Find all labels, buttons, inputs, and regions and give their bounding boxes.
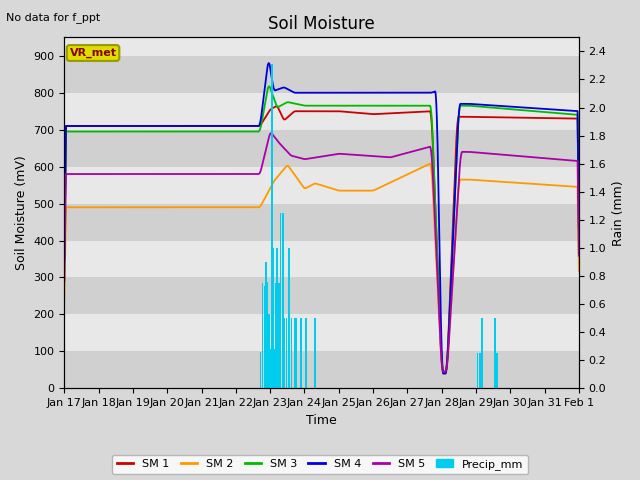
Bar — [65, 204, 579, 240]
Bar — [271, 64, 273, 388]
Bar — [314, 318, 316, 388]
Bar — [278, 283, 280, 388]
Bar — [275, 283, 276, 388]
Bar — [260, 352, 261, 388]
Bar — [481, 318, 483, 388]
Bar — [65, 277, 579, 314]
Bar — [65, 56, 579, 93]
Bar — [264, 286, 266, 388]
Bar — [65, 167, 579, 204]
Bar — [65, 19, 579, 56]
Bar — [291, 318, 292, 388]
Bar — [266, 262, 267, 388]
Bar — [284, 318, 285, 388]
Bar — [262, 283, 264, 388]
Bar — [282, 213, 284, 388]
Bar — [479, 353, 481, 388]
Bar — [477, 353, 479, 388]
Bar — [268, 314, 270, 388]
Bar — [296, 318, 298, 388]
Bar — [276, 248, 278, 388]
Bar — [65, 130, 579, 167]
Bar — [294, 318, 296, 388]
Bar — [280, 213, 281, 388]
Bar — [497, 353, 498, 388]
Text: No data for f_ppt: No data for f_ppt — [6, 12, 100, 23]
Bar — [267, 282, 268, 388]
Bar — [274, 349, 275, 388]
Y-axis label: Soil Moisture (mV): Soil Moisture (mV) — [15, 156, 28, 270]
Bar — [65, 351, 579, 388]
Y-axis label: Rain (mm): Rain (mm) — [612, 180, 625, 246]
Bar — [288, 248, 290, 388]
Bar — [494, 318, 495, 388]
Bar — [65, 314, 579, 351]
Bar — [286, 318, 287, 388]
Text: VR_met: VR_met — [70, 48, 116, 58]
Bar — [65, 93, 579, 130]
Bar — [305, 318, 307, 388]
Bar — [268, 314, 269, 388]
Title: Soil Moisture: Soil Moisture — [268, 15, 375, 33]
Bar — [273, 248, 275, 388]
X-axis label: Time: Time — [307, 414, 337, 427]
Bar — [65, 240, 579, 277]
Bar — [300, 318, 302, 388]
Bar — [269, 349, 271, 388]
Legend: SM 1, SM 2, SM 3, SM 4, SM 5, Precip_mm: SM 1, SM 2, SM 3, SM 4, SM 5, Precip_mm — [112, 455, 528, 474]
